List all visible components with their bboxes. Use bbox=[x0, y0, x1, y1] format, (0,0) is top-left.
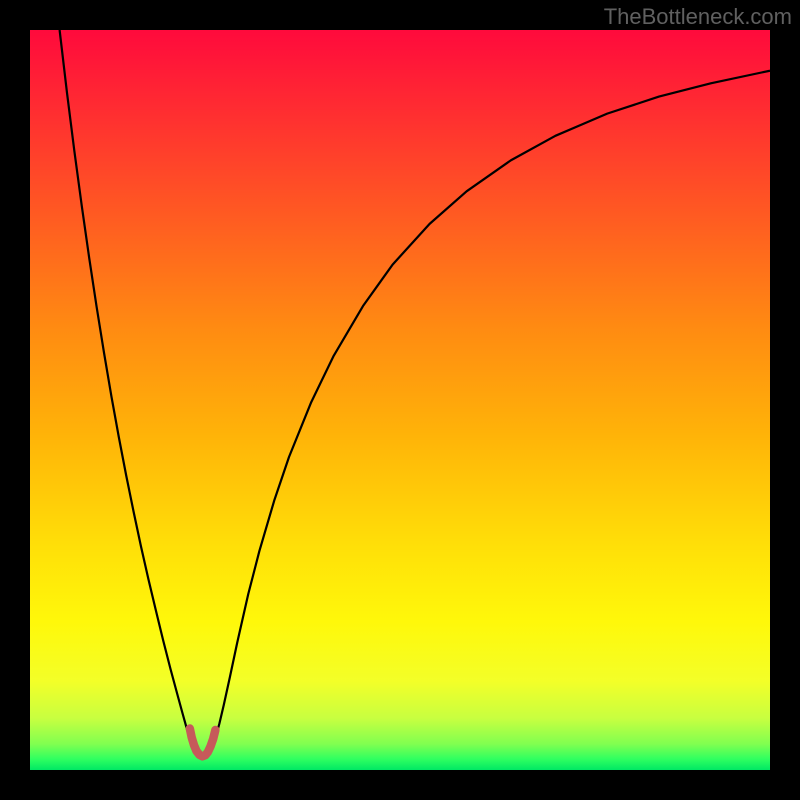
plot-svg bbox=[30, 30, 770, 770]
plot-area bbox=[30, 30, 770, 770]
watermark-text: TheBottleneck.com bbox=[604, 4, 792, 30]
gradient-bg bbox=[30, 30, 770, 770]
